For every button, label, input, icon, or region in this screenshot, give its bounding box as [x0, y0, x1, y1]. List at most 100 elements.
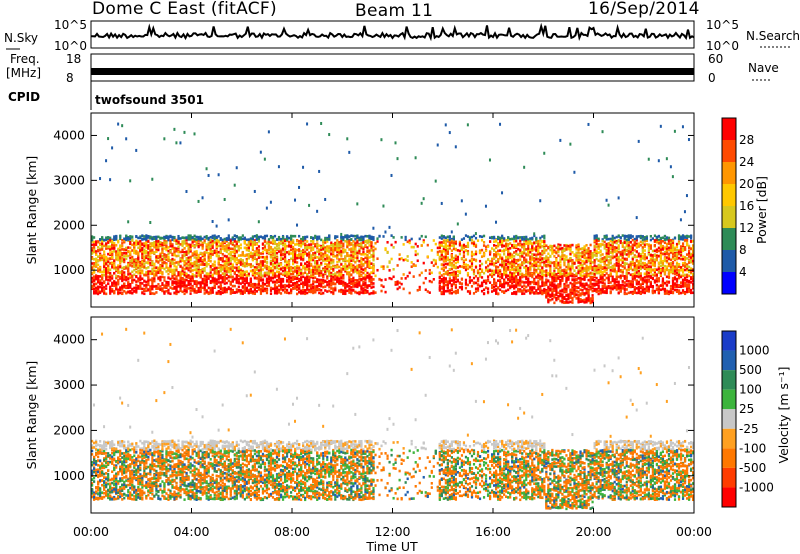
echo-cell — [394, 240, 397, 244]
echo-cell — [265, 241, 269, 245]
echo-cell — [155, 287, 158, 290]
echo-cell — [251, 245, 254, 248]
echo-cell — [209, 281, 212, 285]
echo-cell — [201, 196, 204, 200]
echo-cell — [380, 278, 383, 282]
echo-cell — [113, 290, 116, 294]
echo-cell — [183, 242, 186, 245]
echo-cell — [259, 287, 263, 291]
echo-cell — [292, 259, 295, 262]
echo-cell — [151, 236, 154, 239]
echo-cell — [93, 243, 96, 246]
echo-cell — [488, 253, 492, 256]
echo-cell — [95, 262, 98, 266]
echo-cell — [422, 239, 425, 242]
echo-cell — [121, 259, 124, 263]
echo-cell — [107, 257, 110, 261]
echo-cell — [227, 242, 230, 245]
echo-cell — [117, 291, 120, 295]
echo-cell — [308, 277, 311, 281]
echo-cell — [362, 250, 365, 254]
echo-cell — [147, 288, 150, 292]
echo-cell — [316, 245, 319, 249]
echo-cell — [466, 244, 470, 248]
echo-cell — [442, 287, 445, 290]
echo-cell — [131, 288, 134, 291]
echo-cell — [113, 266, 116, 270]
echo-cell — [406, 240, 409, 244]
echo-cell — [183, 260, 186, 263]
echo-cell — [350, 254, 353, 257]
echo-cell — [207, 256, 210, 259]
echo-cell — [501, 240, 504, 243]
echo-cell — [253, 285, 257, 289]
echo-cell — [115, 258, 118, 261]
echo-cell — [115, 243, 118, 247]
echo-cell — [334, 236, 337, 240]
echo-cell — [464, 263, 468, 266]
echo-cell — [328, 270, 331, 274]
echo-cell — [125, 278, 128, 282]
echo-cell — [215, 235, 218, 239]
echo-cell — [342, 289, 345, 292]
echo-cell — [287, 278, 291, 282]
echo-cell — [306, 291, 309, 295]
echo-cell — [324, 236, 327, 240]
echo-cell — [513, 286, 516, 290]
echo-cell — [334, 247, 337, 250]
echo-cell — [113, 261, 116, 265]
echo-cell — [149, 278, 152, 282]
echo-cell — [358, 290, 361, 294]
echo-cell — [243, 285, 246, 289]
echo-cell — [257, 278, 261, 282]
echo-cell — [209, 235, 212, 239]
echo-cell — [117, 281, 120, 284]
echo-cell — [509, 246, 512, 250]
echo-cell — [181, 272, 184, 276]
echo-cell — [135, 260, 138, 264]
echo-cell — [253, 292, 257, 296]
echo-cell — [346, 283, 349, 286]
echo-cell — [243, 241, 246, 245]
echo-cell — [292, 239, 295, 242]
echo-cell — [221, 266, 224, 269]
echo-cell — [382, 285, 385, 289]
echo-cell — [330, 267, 333, 270]
echo-cell — [330, 249, 333, 252]
echo-cell — [438, 281, 441, 285]
echo-cell — [197, 256, 200, 259]
echo-cell — [446, 235, 449, 239]
echo-cell — [292, 256, 295, 260]
echo-cell — [243, 279, 246, 283]
echo-cell — [488, 260, 492, 263]
echo-cell — [139, 269, 142, 273]
echo-cell — [474, 287, 478, 291]
echo-cell — [478, 251, 482, 255]
echo-cell — [312, 280, 315, 283]
echo-cell — [117, 271, 120, 274]
echo-cell — [493, 289, 496, 292]
echo-cell — [225, 277, 228, 280]
echo-cell — [509, 261, 512, 264]
echo-cell — [452, 256, 455, 260]
echo-cell — [101, 286, 104, 290]
echo-cell — [436, 143, 439, 147]
echo-cell — [273, 289, 277, 293]
echo-cell — [245, 257, 248, 261]
echo-cell — [131, 280, 134, 284]
echo-cell — [133, 258, 136, 262]
echo-cell — [482, 241, 486, 244]
echo-cell — [173, 235, 176, 239]
echo-cell — [470, 268, 474, 271]
echo-cell — [137, 246, 140, 250]
echo-cell — [231, 263, 234, 266]
echo-cell — [147, 273, 150, 276]
echo-cell — [316, 278, 319, 281]
echo-cell — [107, 266, 110, 270]
echo-cell — [209, 279, 212, 283]
echo-cell — [249, 263, 252, 266]
echo-cell — [501, 234, 504, 238]
echo-cell — [219, 250, 222, 253]
echo-cell — [324, 266, 327, 270]
